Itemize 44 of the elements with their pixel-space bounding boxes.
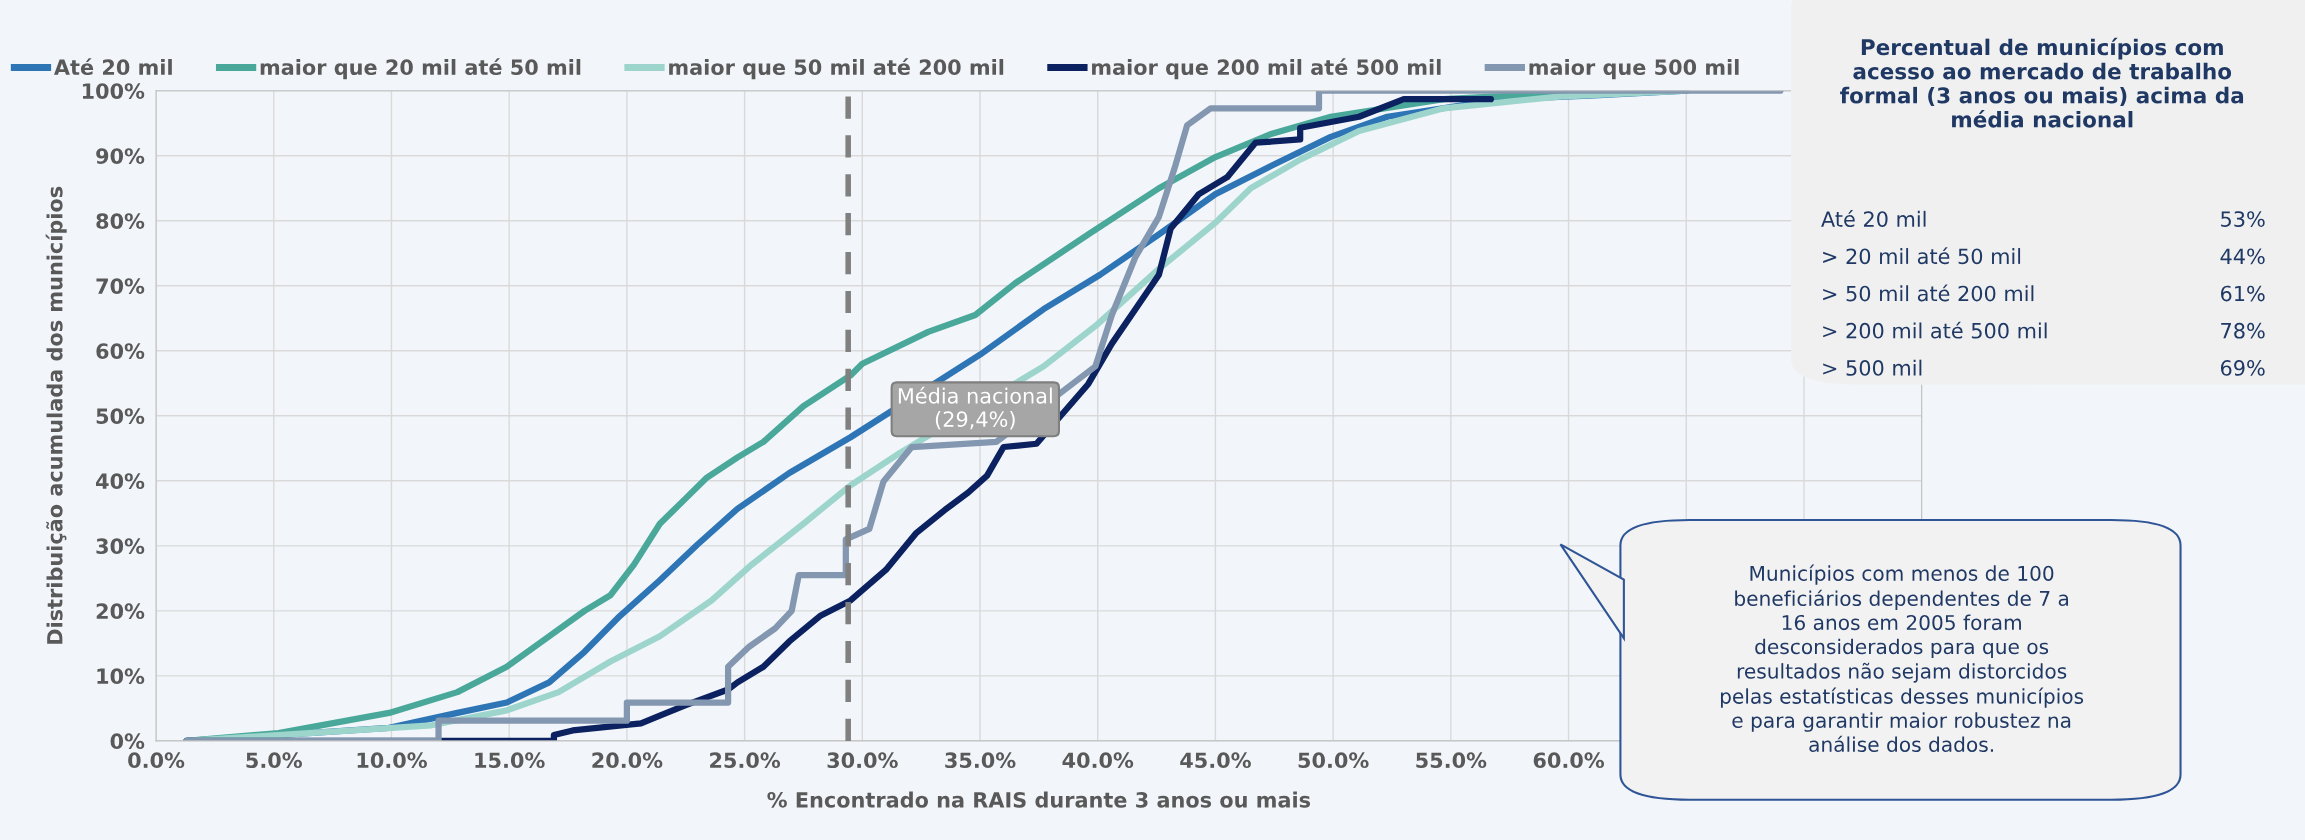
y-tick-label: 10% <box>97 668 145 685</box>
annotation: > 200 mil até 500 mil <box>1823 321 2047 339</box>
y-tick-label: 40% <box>96 473 145 490</box>
text: 78% <box>2221 322 2265 339</box>
x-tick-label: 10.0% <box>357 752 427 769</box>
x-tick-label: 25.0% <box>710 752 781 769</box>
x-tick-label: 45.0% <box>1180 752 1251 769</box>
x-tick-label: 35.0% <box>945 752 1016 769</box>
y-tick-label: 30% <box>96 538 145 555</box>
y-tick-label: 70% <box>96 278 145 294</box>
text: 69% <box>2220 360 2265 376</box>
legend-label: maior que 500 mil <box>1529 58 1739 80</box>
y-tick-label: 90% <box>96 148 145 164</box>
y-tick-label: 50% <box>96 408 145 425</box>
annotation: Até 20 mil <box>1821 210 1926 227</box>
text: 44% <box>2220 248 2265 265</box>
text: 61% <box>2220 285 2265 302</box>
y-tick-label: 0% <box>110 733 145 750</box>
x-tick-label: 30.0% <box>827 752 898 769</box>
y-tick-label: 20% <box>96 603 145 620</box>
y-axis-title: Distribuição acumulada dos municípios <box>45 186 67 644</box>
legend-label: maior que 20 mil até 50 mil <box>260 58 581 80</box>
legend-label: maior que 50 mil até 200 mil <box>669 58 1004 80</box>
y-tick-label: 100% <box>82 83 145 99</box>
annotation: > 50 mil até 200 mil <box>1823 284 2034 302</box>
x-tick-label: 50.0% <box>1298 752 1369 769</box>
legend-label: maior que 200 mil até 500 mil <box>1092 58 1441 80</box>
x-axis-title: % Encontrado na RAIS durante 3 anos ou mais <box>767 791 1311 808</box>
x-tick-label: 60.0% <box>1533 752 1605 769</box>
annotation: > 500 mil <box>1823 359 1922 376</box>
x-tick-label: 5.0% <box>246 752 302 769</box>
ref-line-label: Média nacional (29,4%) <box>898 386 1052 430</box>
x-tick-label: 0.0% <box>128 752 185 769</box>
x-tick-label: 15.0% <box>475 752 545 769</box>
legend-label: Até 20 mil <box>53 58 172 76</box>
x-tick-label: 40.0% <box>1062 752 1134 769</box>
x-tick-label: 55.0% <box>1416 752 1487 769</box>
x-tick-label: 20.0% <box>592 752 663 769</box>
annotation: > 20 mil até 50 mil <box>1823 247 2021 265</box>
text: 53% <box>2221 211 2265 227</box>
y-tick-label: 80% <box>96 213 145 229</box>
annotation: Municípios com menos de 100 beneficiários dependentes de 7 a 16 anos em 2005 foram desconsiderados para que os resultados não sejam distorcidos pelas estatísticas desses municípios e para garantir maior robustez na análise dos dados. <box>1720 564 2084 753</box>
y-tick-label: 60% <box>96 343 145 359</box>
annotation: Percentual de municípios com acesso ao mercado de trabalho formal (3 anos ou mais) acima da média nacional <box>1840 37 2244 128</box>
